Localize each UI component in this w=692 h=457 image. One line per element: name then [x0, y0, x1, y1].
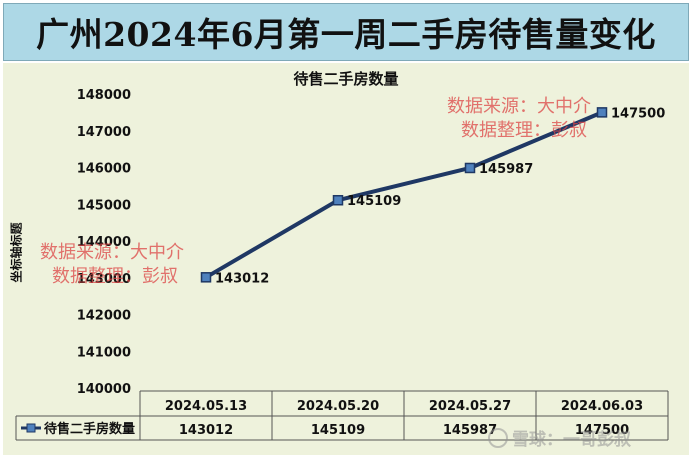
- y-tick-label: 148000: [77, 88, 131, 103]
- title-banner: 广州2024年6月第一周二手房待售量变化: [3, 3, 689, 61]
- legend-marker-swatch: [26, 423, 36, 433]
- watermark: 雪球：一哥彭叔: [488, 425, 631, 450]
- table-value-cell: 145109: [311, 423, 365, 438]
- data-point-marker: [596, 107, 608, 118]
- y-tick-label: 146000: [77, 162, 131, 177]
- data-label: 147500: [611, 106, 665, 121]
- table-value-cell: 145987: [443, 423, 497, 438]
- source-stamp-left: 数据来源：大中介 数据整理：彭叔: [40, 241, 184, 289]
- x-category-label: 2024.05.20: [297, 399, 379, 414]
- y-tick-label: 144000: [77, 235, 131, 250]
- stamp-line-source: 数据来源：大中介: [40, 242, 184, 263]
- table-value-cell: 143012: [179, 423, 233, 438]
- y-tick-label: 140000: [77, 382, 131, 397]
- plot-area: [3, 63, 689, 455]
- x-category-label: 2024.06.03: [561, 399, 643, 414]
- data-point-marker: [464, 162, 476, 174]
- y-tick-label: 145000: [77, 198, 131, 213]
- data-label: 145987: [479, 162, 533, 177]
- x-category-label: 2024.05.13: [165, 399, 247, 414]
- data-point-marker: [200, 272, 212, 283]
- y-tick-label: 147000: [77, 125, 131, 140]
- data-table: 2024.05.13 2024.05.20 2024.05.27 2024.06.03…: [15, 390, 669, 441]
- series-layer: [200, 107, 608, 283]
- stamp-line-editor: 数据整理：彭叔: [461, 120, 587, 141]
- source-stamp-top: 数据来源：大中介 数据整理：彭叔: [447, 95, 591, 143]
- data-point-marker: [332, 194, 344, 206]
- x-category-label: 2024.05.27: [429, 399, 511, 414]
- series-line: [204, 110, 603, 280]
- snowball-logo-icon: [488, 428, 508, 448]
- data-labels: 143012 145109 145987 147500: [215, 106, 665, 286]
- y-axis-ticks: 140000 141000 142000 143000 144000 145000 1460…: [77, 88, 131, 397]
- y-tick-label: 143000: [77, 272, 131, 287]
- table-value-cell: 147500: [575, 423, 629, 438]
- data-label: 145109: [347, 194, 401, 209]
- banner-title: 广州2024年6月第一周二手房待售量变化: [36, 15, 656, 54]
- chart-title: 待售二手房数量: [293, 70, 399, 88]
- y-tick-label: 142000: [77, 309, 131, 324]
- y-tick-label: 141000: [77, 345, 131, 360]
- legend-label: 待售二手房数量: [43, 421, 135, 437]
- data-label: 143012: [215, 271, 269, 286]
- stamp-line-editor: 数据整理：彭叔: [52, 266, 178, 287]
- stamp-line-source: 数据来源：大中介: [447, 96, 591, 117]
- watermark-text: 雪球：一哥彭叔: [512, 430, 631, 450]
